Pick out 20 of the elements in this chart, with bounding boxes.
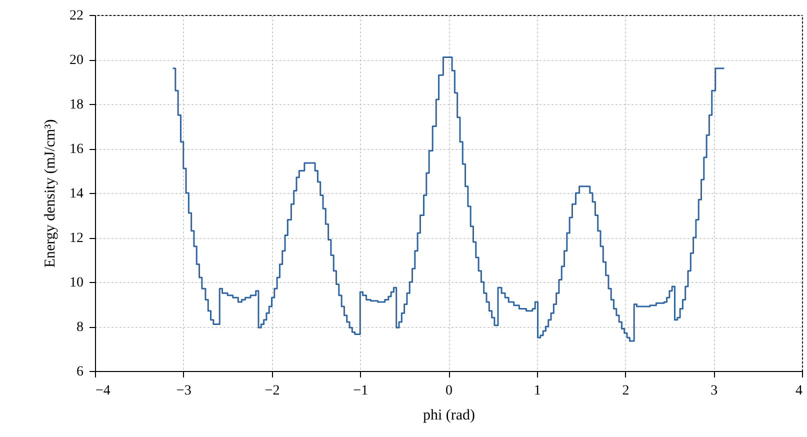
y-tick-label: 18 bbox=[70, 98, 84, 112]
x-tick-label: 1 bbox=[534, 384, 541, 398]
x-tick-label: 2 bbox=[622, 384, 630, 398]
x-tick-label: −2 bbox=[264, 384, 280, 398]
x-axis-title: phi (rad) bbox=[422, 408, 476, 424]
x-tick-label: 4 bbox=[796, 384, 802, 398]
y-tick-label: 10 bbox=[70, 276, 84, 290]
y-axis-title: Energy density (mJ/cm³) bbox=[42, 119, 58, 268]
y-tick-label: 8 bbox=[76, 320, 84, 335]
y-tick-label: 16 bbox=[70, 142, 84, 157]
x-tick-label: −1 bbox=[353, 384, 368, 398]
y-tick-label: 20 bbox=[70, 53, 84, 68]
x-tick-label: −4 bbox=[96, 384, 110, 398]
y-tick-label: 12 bbox=[70, 231, 84, 246]
x-tick-label: 3 bbox=[710, 384, 718, 398]
y-tick-label: 6 bbox=[76, 364, 84, 380]
x-tick-label: −3 bbox=[176, 384, 192, 398]
x-tick-label: 0 bbox=[446, 384, 452, 398]
y-tick-label: 14 bbox=[70, 186, 84, 202]
y-tick-label: 22 bbox=[70, 8, 84, 24]
